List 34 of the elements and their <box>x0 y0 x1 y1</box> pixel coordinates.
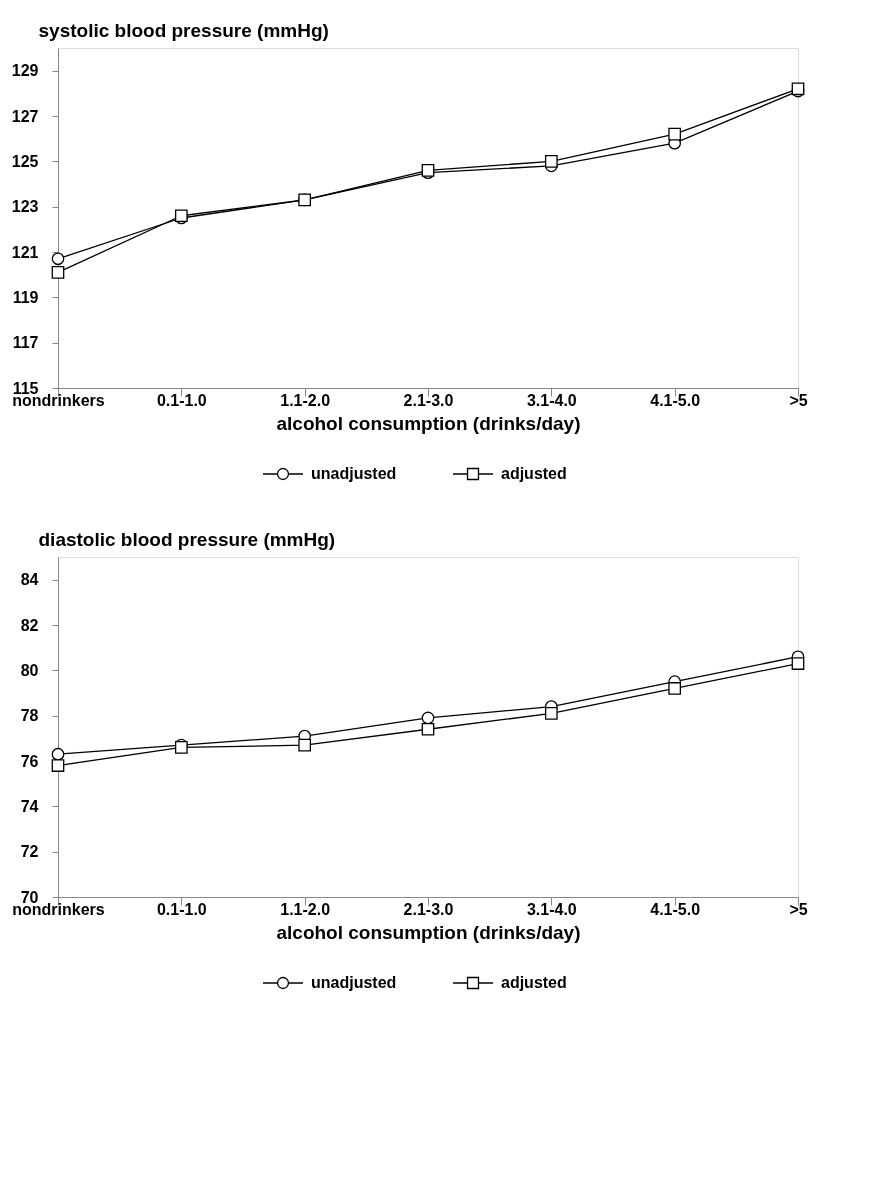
x-tick-label: 3.1-4.0 <box>526 900 577 918</box>
x-tick-label: 4.1-5.0 <box>650 900 701 918</box>
x-axis-title: alcohol consumption (drinks/day) <box>276 412 581 434</box>
x-axis-title: alcohol consumption (drinks/day) <box>276 921 581 943</box>
y-tick-label: 72 <box>20 843 39 861</box>
x-tick-label: 3.1-4.0 <box>526 391 577 409</box>
legend-label: unadjusted <box>311 974 397 991</box>
y-tick-label: 74 <box>20 797 39 815</box>
y-tick-label: 82 <box>20 616 39 634</box>
x-tick-label: 0.1-1.0 <box>156 391 207 409</box>
y-tick-label: 117 <box>12 334 39 352</box>
y-tick-label: 129 <box>11 62 39 80</box>
y-tick-label: 121 <box>11 243 39 261</box>
y-axis-title: diastolic blood pressure (mmHg) <box>38 528 336 550</box>
y-tick-label: 125 <box>11 152 39 170</box>
legend-label: unadjusted <box>311 465 397 482</box>
y-tick-label: 119 <box>12 288 39 306</box>
y-tick-label: 127 <box>11 107 39 125</box>
y-tick-label: 76 <box>20 752 39 770</box>
legend-label: adjusted <box>501 974 567 991</box>
y-tick-label: 123 <box>11 198 39 216</box>
y-axis-title: systolic blood pressure (mmHg) <box>38 19 329 41</box>
x-tick-label: 1.1-2.0 <box>280 391 331 409</box>
x-tick-label: 4.1-5.0 <box>650 391 701 409</box>
x-tick-label: >5 <box>789 391 808 409</box>
x-tick-label: 0.1-1.0 <box>156 900 207 918</box>
x-tick-label: 1.1-2.0 <box>280 900 331 918</box>
x-tick-label: >5 <box>789 900 808 918</box>
legend-label: adjusted <box>501 465 567 482</box>
y-tick-label: 80 <box>20 661 39 679</box>
y-tick-label: 84 <box>20 571 39 589</box>
y-tick-label: 78 <box>20 707 39 725</box>
x-tick-label: 2.1-3.0 <box>403 391 454 409</box>
x-tick-label: 2.1-3.0 <box>403 900 454 918</box>
